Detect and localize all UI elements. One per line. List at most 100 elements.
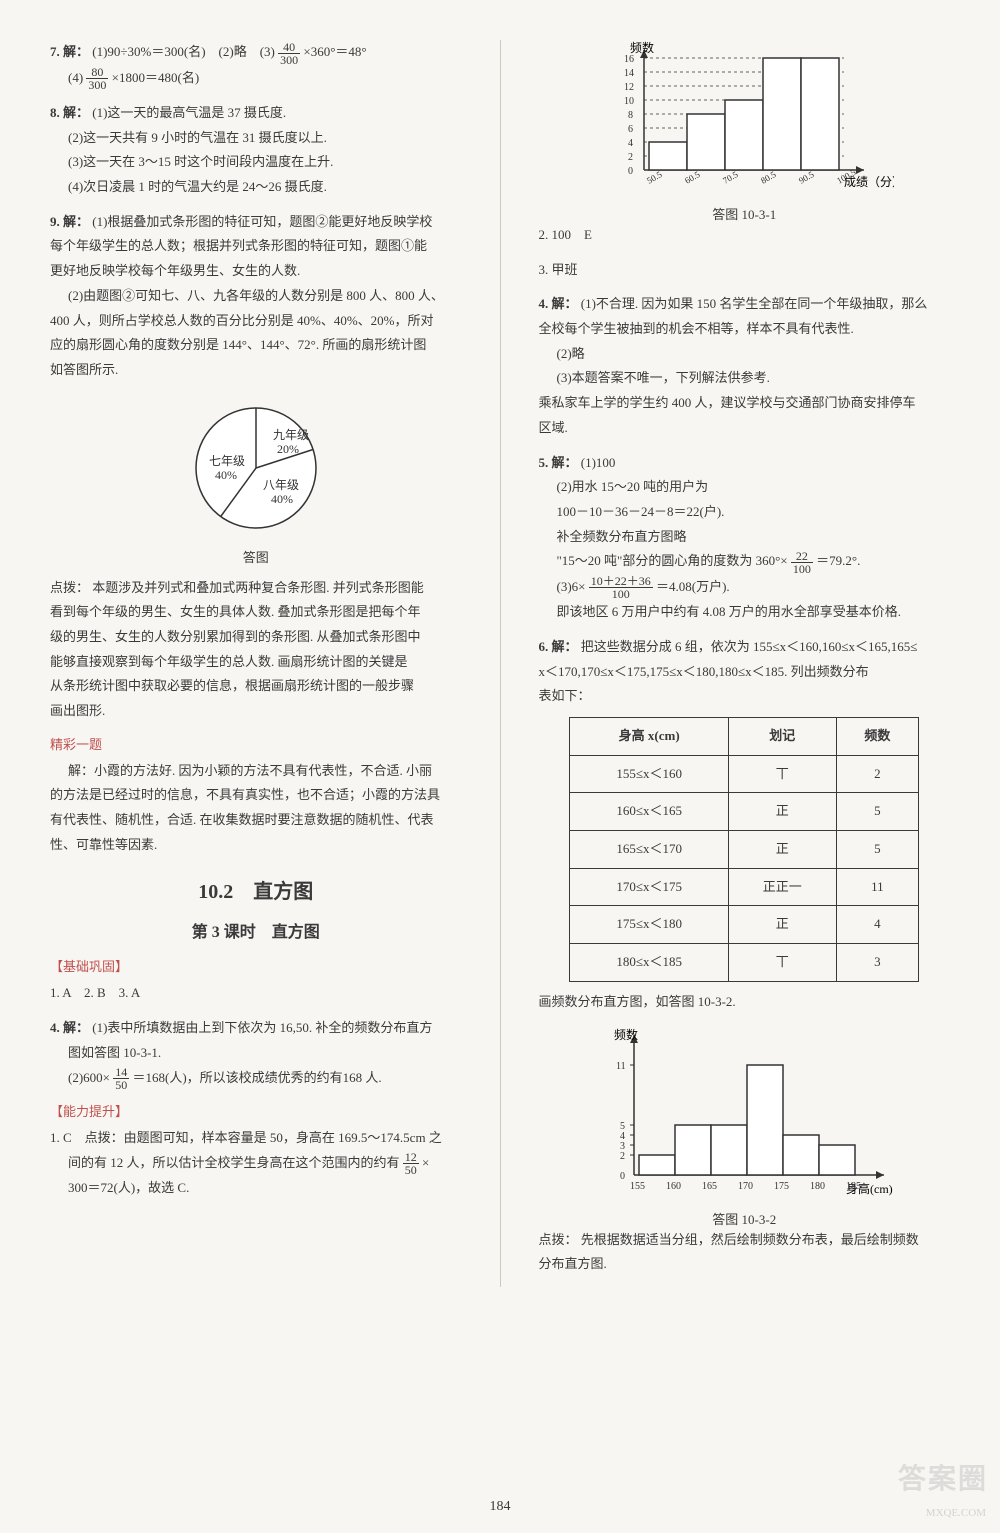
r-q6: 6. 解： 把这些数据分成 6 组，依次为 155≤x＜160,160≤x＜16… [539,635,951,1015]
svg-text:80.5: 80.5 [759,169,778,186]
hist2: 频数 身高(cm) 0 2 3 4 5 11 [539,1025,951,1228]
svg-text:10: 10 [624,96,634,107]
pie-label-8: 八年级 [263,478,299,492]
freq-table: 身高 x(cm) 划记 频数 155≤x＜160丅2160≤x＜165正5165… [569,717,919,982]
table-cell: 155≤x＜160 [570,755,729,793]
q9-l6: 应的扇形圆心角的度数分别是 144°、144°、72°. 所画的扇形统计图 [50,333,462,358]
table-cell: 正 [729,906,837,944]
table-cell: 正 [729,793,837,831]
q9-l4: (2)由题图②可知七、八、九各年级的人数分别是 800 人、800 人、 [68,284,462,309]
q8-num: 8. 解： [50,105,89,120]
svg-text:185: 185 [846,1181,861,1192]
a2: 2. 100 E [539,223,951,248]
table-cell: 5 [836,793,919,831]
q9-l3: 更好地反映学校每个年级男生、女生的人数. [50,259,462,284]
svg-text:180: 180 [810,1181,825,1192]
pie-caption: 答图 [50,547,462,566]
table-cell: 4 [836,906,919,944]
table-cell: 175≤x＜180 [570,906,729,944]
hist1-svg: 频数 成绩（分） 0 2 4 6 8 10 12 14 16 [594,40,894,200]
q8-l1: (1)这一天的最高气温是 37 摄氏度. [92,105,286,120]
svg-text:90.5: 90.5 [797,169,816,186]
pie-chart: 九年级 20% 八年级 40% 七年级 40% 答图 [50,393,462,566]
jingcai-title: 精彩一题 [50,734,462,753]
jichu-q4: 4. 解： (1)表中所填数据由上到下依次为 16,50. 补全的频数分布直方 … [50,1016,462,1091]
q9-l7: 如答图所示. [50,358,462,383]
q7: 7. 解： (1)90÷30%＝300(名) (2)略 (3) 40300 ×3… [50,40,462,91]
table-row: 175≤x＜180正4 [570,906,919,944]
pie-label-9: 九年级 [273,428,309,442]
table-cell: 丅 [729,944,837,982]
q7-frac1: 40300 [278,41,300,66]
q7-l1b: ×360°＝48° [303,44,366,59]
q7-num: 7. 解： [50,44,89,59]
table-row: 155≤x＜160丅2 [570,755,919,793]
section-title: 10.2 直方图 [50,875,462,904]
table-cell: 11 [836,868,919,906]
table-row: 165≤x＜170正5 [570,831,919,869]
table-cell: 正 [729,831,837,869]
svg-text:频数: 频数 [614,1027,638,1042]
table-cell: 正正一 [729,868,837,906]
svg-text:16: 16 [624,54,634,65]
svg-text:6: 6 [628,124,633,135]
hist1: 频数 成绩（分） 0 2 4 6 8 10 12 14 16 [539,40,951,223]
jingcai: 解：小霞的方法好. 因为小颖的方法不具有代表性，不合适. 小丽 的方法是已经过时… [50,759,462,858]
svg-text:2: 2 [620,1151,625,1162]
q9-num: 9. 解： [50,214,89,229]
right-column: 频数 成绩（分） 0 2 4 6 8 10 12 14 16 [539,40,951,1287]
svg-text:0: 0 [620,1171,625,1182]
svg-text:5: 5 [620,1121,625,1132]
svg-text:4: 4 [620,1131,625,1142]
jichu-a1: 1. A 2. B 3. A [50,981,462,1006]
table-cell: 170≤x＜175 [570,868,729,906]
left-column: 7. 解： (1)90÷30%＝300(名) (2)略 (3) 40300 ×3… [50,40,462,1287]
hist1-caption: 答图 10-3-1 [539,204,951,223]
th-1: 划记 [729,718,837,756]
svg-text:170: 170 [738,1181,753,1192]
page-number: 184 [0,1499,1000,1515]
svg-text:175: 175 [774,1181,789,1192]
q9-l2: 每个年级学生的总人数；根据并列式条形图的特征可知，题图①能 [50,234,462,259]
q9-l5: 400 人，则所占学校总人数的百分比分别是 40%、40%、20%，所对 [50,309,462,334]
th-0: 身高 x(cm) [570,718,729,756]
q8-l3: (3)这一天在 3～15 时这个时间段内温度在上升. [68,150,462,175]
svg-text:8: 8 [628,110,633,121]
svg-text:60.5: 60.5 [683,169,702,186]
r-q4: 4. 解： (1)不合理. 因为如果 150 名学生全部在同一个年级抽取，那么 … [539,292,951,440]
dianbo-label: 点拨： [50,580,89,595]
table-row: 160≤x＜165正5 [570,793,919,831]
svg-text:频数: 频数 [630,40,654,55]
th-2: 频数 [836,718,919,756]
svg-text:155: 155 [630,1181,645,1192]
svg-text:70.5: 70.5 [721,169,740,186]
svg-text:2: 2 [628,152,633,163]
table-row: 170≤x＜175正正一11 [570,868,919,906]
svg-text:50.5: 50.5 [645,169,664,186]
table-cell: 180≤x＜185 [570,944,729,982]
table-cell: 160≤x＜165 [570,793,729,831]
pie-svg: 九年级 20% 八年级 40% 七年级 40% [171,393,341,543]
column-divider [500,40,501,1287]
table-row: 180≤x＜185丅3 [570,944,919,982]
svg-text:12: 12 [624,82,634,93]
svg-text:0: 0 [628,166,633,177]
r-q5: 5. 解： (1)100 (2)用水 15～20 吨的用户为 100－10－36… [539,451,951,625]
pie-pct-8: 40% [271,492,293,506]
pie-pct-9: 20% [277,442,299,456]
q9-l1: (1)根据叠加式条形图的特征可知，题图②能更好地反映学校 [92,214,432,229]
hist2-caption: 答图 10-3-2 [539,1209,951,1228]
q7-l2: (4) 80300 ×1800＝480(名) [68,66,462,92]
svg-text:165: 165 [702,1181,717,1192]
svg-text:160: 160 [666,1181,681,1192]
watermark: 答案圈 [898,1457,988,1497]
pie-pct-7: 40% [215,468,237,482]
svg-text:4: 4 [628,138,633,149]
hist2-svg: 频数 身高(cm) 0 2 3 4 5 11 [584,1025,904,1205]
nengli-q1: 1. C 点拨：由题图可知，样本容量是 50，身高在 169.5～174.5cm… [50,1126,462,1201]
q8-l4: (4)次日凌晨 1 时的气温大约是 24～26 摄氏度. [68,175,462,200]
jichu-title: 【基础巩固】 [50,956,462,975]
table-cell: 3 [836,944,919,982]
table-cell: 165≤x＜170 [570,831,729,869]
svg-text:14: 14 [624,68,634,79]
